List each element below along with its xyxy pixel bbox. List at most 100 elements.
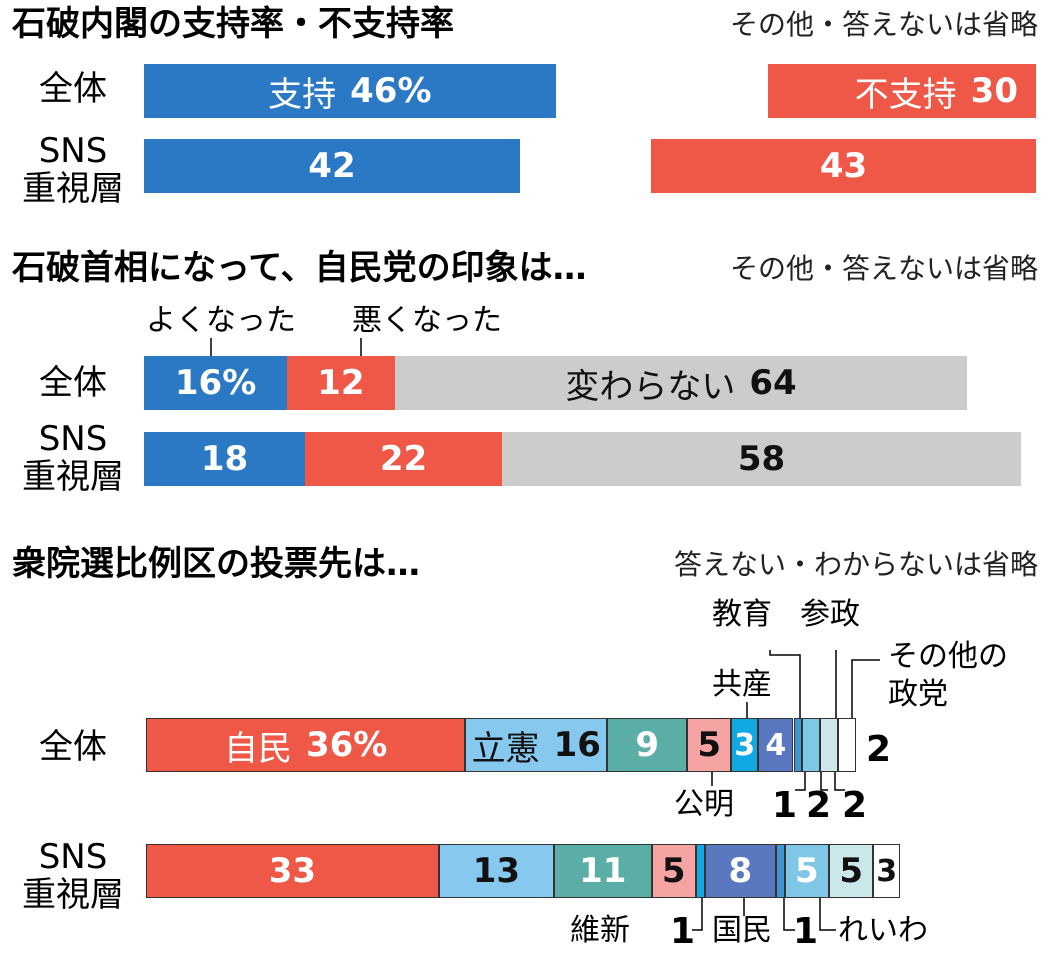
vote-9-bar-1: 3 <box>873 844 900 898</box>
vote-8-bar-1: 5 <box>828 844 874 898</box>
callout-komei: 公明 <box>674 787 734 822</box>
vote-1-bar-0: 立憲 16 <box>465 718 608 772</box>
vote-4-bar-0-value: 3 <box>734 727 756 763</box>
vote-5-bar-0-label: 4 <box>759 719 792 771</box>
support-bar-0-series-name: 支持 <box>268 74 337 115</box>
nonsupport-bar-0-value: 30 <box>970 71 1018 111</box>
callout-sansei-all-value: 2 <box>842 785 868 826</box>
section1-note: その他・答えないは省略 <box>729 8 1038 41</box>
s3-row-sns-label: SNS 重視層 <box>10 838 136 914</box>
vote-8-bar-1-label: 5 <box>830 845 872 897</box>
callout-sonota-line2: 政党 <box>888 677 948 712</box>
vote-9-bar-0 <box>837 718 856 772</box>
impression-2-bar-1-value: 58 <box>737 439 786 479</box>
nonsupport-bar-0-series-name: 不支持 <box>854 74 957 115</box>
callout-yokunatta: よくなった <box>146 303 296 338</box>
row-sns-line1: SNS <box>38 419 108 459</box>
row-sns-line2: 重視層 <box>22 457 124 497</box>
impression-0-bar-1-value: 18 <box>200 439 249 479</box>
vote-6-bar-0 <box>793 718 803 772</box>
vote-2-bar-1-label: 11 <box>555 845 651 897</box>
impression-0-bar-1-label: 18 <box>144 432 305 486</box>
impression-1-bar-1: 22 <box>305 432 502 486</box>
impression-0-bar-0-label: 16% <box>144 356 287 410</box>
callout-kyosan-sns-value: 1 <box>670 911 696 952</box>
impression-1-bar-1-label: 22 <box>305 432 502 486</box>
vote-4-bar-1 <box>695 844 705 898</box>
vote-2-bar-0-value: 9 <box>635 725 659 765</box>
vote-5-bar-0: 4 <box>758 718 794 772</box>
callout-sonota-all-value: 2 <box>866 729 892 770</box>
impression-1-bar-0: 12 <box>287 356 395 410</box>
vote-1-bar-0-label: 立憲 16 <box>466 719 606 771</box>
impression-0-bar-1: 18 <box>144 432 306 486</box>
vote-7-bar-0 <box>802 718 821 772</box>
vote-2-bar-0: 9 <box>607 718 688 772</box>
vote-0-bar-0-value: 36% <box>305 725 388 765</box>
impression-1-bar-0-value: 12 <box>317 363 365 403</box>
nonsupport-bar-0: 不支持 30 <box>767 64 1036 118</box>
s1-row-all-label: 全体 <box>39 69 107 109</box>
vote-1-bar-1: 13 <box>438 844 554 898</box>
support-bar-0: 支持 46% <box>144 64 556 118</box>
impression-1-bar-1-value: 22 <box>379 439 428 479</box>
section3-note: 答えない・わからないは省略 <box>673 548 1038 581</box>
impression-0-bar-0-value: 16% <box>174 363 257 403</box>
row-sns-line2: 重視層 <box>22 169 124 209</box>
callout-kyoiku: 教育 <box>712 597 772 632</box>
vote-2-bar-1-value: 11 <box>579 851 627 891</box>
vote-0-bar-0-label: 自民 36% <box>147 719 464 771</box>
vote-2-bar-0-label: 9 <box>608 719 686 771</box>
support-bar-0-value: 46% <box>350 71 432 111</box>
vote-2-bar-1: 11 <box>554 844 652 898</box>
nonsupport-bar-1: 43 <box>651 139 1036 193</box>
vote-5-bar-0-value: 4 <box>765 727 787 763</box>
support-bar-0-label: 支持 46% <box>144 64 556 118</box>
callout-reiwa-all-value: 2 <box>806 785 832 826</box>
vote-9-bar-1-label: 3 <box>874 845 899 897</box>
vote-1-bar-0-value: 16 <box>553 725 601 765</box>
vote-1-bar-1-value: 13 <box>472 851 521 891</box>
vote-3-bar-1-value: 5 <box>661 851 686 891</box>
support-bar-1-label: 42 <box>144 139 520 193</box>
vote-3-bar-0-value: 5 <box>697 725 722 765</box>
impression-2-bar-0-label: 変わらない 64 <box>395 356 968 410</box>
support-bar-1: 42 <box>144 139 520 193</box>
nonsupport-bar-1-label: 43 <box>651 139 1036 193</box>
section3-title: 衆院選比例区の投票先は… <box>12 544 420 584</box>
row-sns-line1: SNS <box>38 131 108 171</box>
row-sns-line2: 重視層 <box>22 875 124 915</box>
section2-note: その他・答えないは省略 <box>729 252 1038 285</box>
callout-kyoiku-all-value: 1 <box>772 785 798 826</box>
s1-row-sns-label: SNS 重視層 <box>10 132 136 208</box>
vote-1-bar-1-label: 13 <box>440 845 553 897</box>
impression-2-bar-0: 変わらない 64 <box>394 356 968 410</box>
vote-0-bar-1: 33 <box>146 844 439 898</box>
vote-7-bar-1-label: 5 <box>786 845 828 897</box>
vote-6-bar-1 <box>775 844 785 898</box>
vote-9-bar-1-value: 3 <box>876 853 898 889</box>
impression-2-bar-0-value: 64 <box>749 363 797 403</box>
vote-0-bar-0: 自民 36% <box>146 718 466 772</box>
s2-row-sns-label: SNS 重視層 <box>10 420 136 496</box>
vote-5-bar-1-value: 8 <box>728 851 753 891</box>
impression-2-bar-1: 58 <box>502 432 1022 486</box>
vote-7-bar-1-value: 5 <box>794 851 819 891</box>
vote-0-bar-1-value: 33 <box>268 851 317 891</box>
vote-3-bar-1-label: 5 <box>653 845 695 897</box>
vote-4-bar-0: 3 <box>731 718 759 772</box>
vote-3-bar-0: 5 <box>687 718 732 772</box>
vote-5-bar-1-label: 8 <box>706 845 775 897</box>
callout-kyoiku-sns-value: 1 <box>793 911 819 952</box>
support-bar-1-value: 42 <box>308 146 356 186</box>
callout-sansei: 参政 <box>800 597 860 632</box>
section1-title: 石破内閣の支持率・不支持率 <box>12 4 454 44</box>
vote-8-bar-1-value: 5 <box>839 851 863 891</box>
vote-8-bar-0 <box>820 718 838 772</box>
callout-kyosan: 共産 <box>712 667 772 702</box>
callout-reiwa: れいわ <box>838 913 928 948</box>
vote-0-bar-0-series-name: 自民 <box>223 728 292 769</box>
impression-2-bar-0-series-name: 変わらない <box>565 366 736 407</box>
row-sns-line1: SNS <box>38 837 108 877</box>
